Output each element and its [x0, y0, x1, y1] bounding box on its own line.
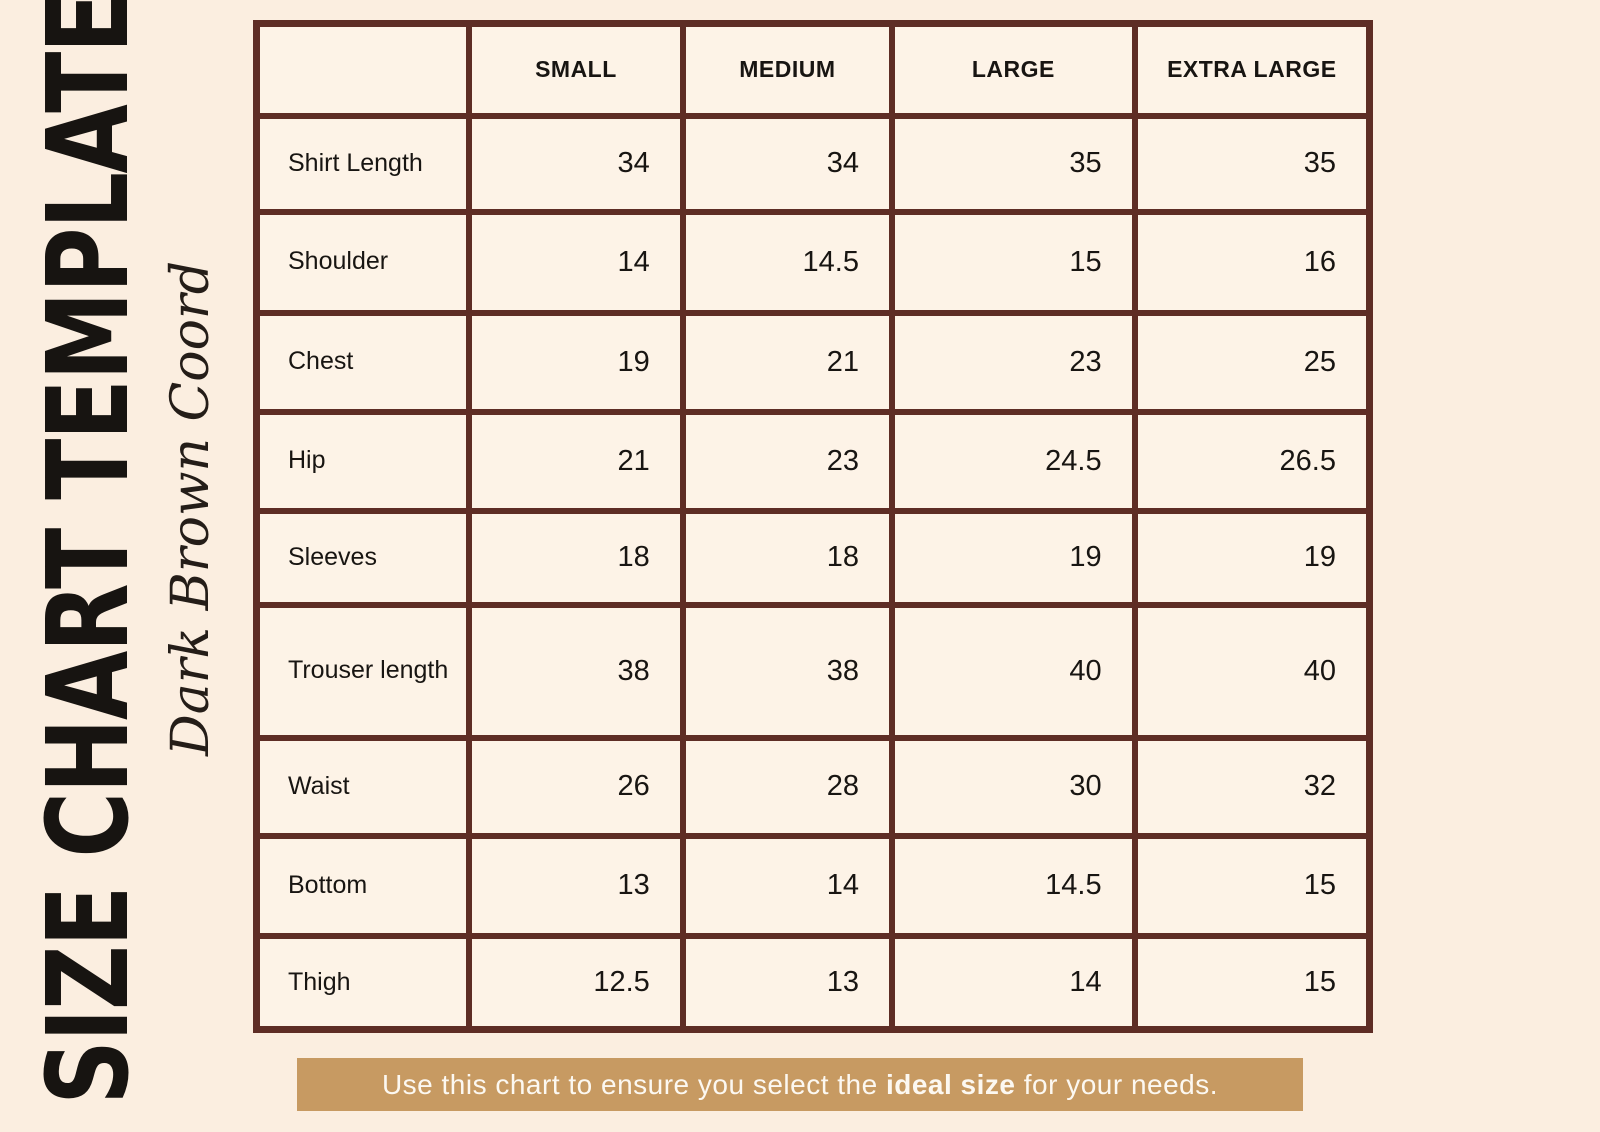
- table-row: Shoulder 14 14.5 15 16: [253, 208, 1373, 316]
- cell-value: 34: [679, 112, 896, 215]
- cell-value: 38: [466, 601, 686, 741]
- cell-value: 24.5: [889, 408, 1138, 514]
- table-row: Waist 26 28 30 32: [253, 734, 1373, 839]
- footer-note-text: Use this chart to ensure you select the: [381, 1068, 886, 1100]
- column-header-extra-large: EXTRA LARGE: [1131, 20, 1373, 119]
- cell-value: 40: [889, 601, 1138, 741]
- table-row: Thigh 12.5 13 14 15: [253, 932, 1373, 1033]
- page-subtitle-script: Dark Brown Coord: [161, 260, 221, 756]
- cell-value: 34: [466, 112, 686, 215]
- table-header-row: SMALL MEDIUM LARGE EXTRA LARGE: [253, 20, 1373, 119]
- cell-value: 21: [679, 309, 896, 415]
- cell-value: 25: [1131, 309, 1373, 415]
- cell-value: 26: [466, 734, 686, 839]
- table-row: Trouser length 38 38 40 40: [253, 601, 1373, 741]
- column-header-medium: MEDIUM: [679, 20, 896, 119]
- column-header-large: LARGE: [889, 20, 1138, 119]
- row-label: Trouser length: [253, 601, 473, 741]
- cell-value: 21: [466, 408, 686, 514]
- cell-value: 28: [679, 734, 896, 839]
- cell-value: 38: [679, 601, 896, 741]
- cell-value: 30: [889, 734, 1138, 839]
- column-header-small: SMALL: [466, 20, 686, 119]
- cell-value: 13: [466, 832, 686, 939]
- footer-note-highlight: ideal size: [885, 1068, 1016, 1100]
- size-chart-table: SMALL MEDIUM LARGE EXTRA LARGE Shirt Len…: [253, 20, 1373, 1033]
- table-row: Chest 19 21 23 25: [253, 309, 1373, 415]
- cell-value: 19: [466, 309, 686, 415]
- cell-value: 13: [679, 932, 896, 1033]
- row-label: Thigh: [253, 932, 473, 1033]
- cell-value: 35: [1131, 112, 1373, 215]
- table-row: Sleeves 18 18 19 19: [253, 507, 1373, 608]
- cell-value: 12.5: [466, 932, 686, 1033]
- cell-value: 32: [1131, 734, 1373, 839]
- cell-value: 19: [1131, 507, 1373, 608]
- cell-value: 18: [679, 507, 896, 608]
- cell-value: 23: [889, 309, 1138, 415]
- row-label: Bottom: [253, 832, 473, 939]
- footer-note-banner: Use this chart to ensure you select the …: [297, 1058, 1303, 1111]
- cell-value: 15: [1131, 832, 1373, 939]
- cell-value: 14.5: [889, 832, 1138, 939]
- row-label: Waist: [253, 734, 473, 839]
- footer-note-text-end: for your needs.: [1015, 1068, 1219, 1100]
- row-label: Chest: [253, 309, 473, 415]
- row-label: Shoulder: [253, 208, 473, 316]
- cell-value: 14: [889, 932, 1138, 1033]
- page-title: SIZE CHART TEMPLATE: [24, 0, 154, 1105]
- cell-value: 14.5: [679, 208, 896, 316]
- row-label: Sleeves: [253, 507, 473, 608]
- table-row: Bottom 13 14 14.5 15: [253, 832, 1373, 939]
- cell-value: 16: [1131, 208, 1373, 316]
- cell-value: 14: [466, 208, 686, 316]
- cell-value: 15: [1131, 932, 1373, 1033]
- table-row: Hip 21 23 24.5 26.5: [253, 408, 1373, 514]
- row-label: Hip: [253, 408, 473, 514]
- cell-value: 14: [679, 832, 896, 939]
- cell-value: 15: [889, 208, 1138, 316]
- table-row: Shirt Length 34 34 35 35: [253, 112, 1373, 215]
- row-label: Shirt Length: [253, 112, 473, 215]
- cell-value: 26.5: [1131, 408, 1373, 514]
- cell-value: 19: [889, 507, 1138, 608]
- corner-cell: [253, 20, 473, 119]
- cell-value: 23: [679, 408, 896, 514]
- cell-value: 40: [1131, 601, 1373, 741]
- cell-value: 35: [889, 112, 1138, 215]
- cell-value: 18: [466, 507, 686, 608]
